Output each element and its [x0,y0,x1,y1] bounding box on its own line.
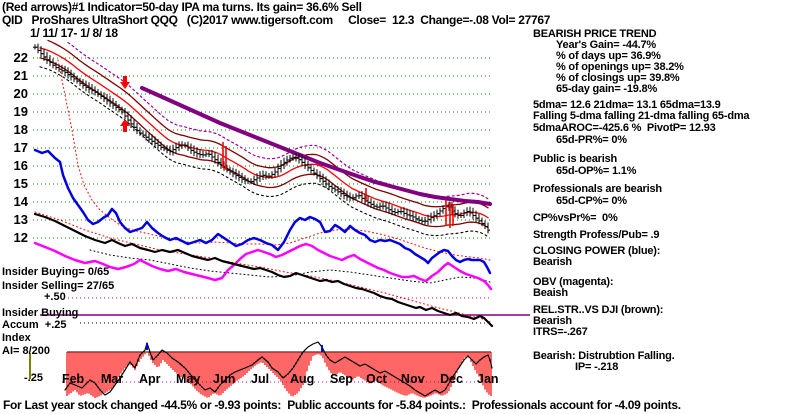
left-label-6: AI= 8/200 [2,345,51,357]
x-axis-month-jan: Jan [477,372,499,386]
right-panel-line-2: % of days up= 36.9% [556,50,661,62]
right-panel-line-13: 65d-CP%= 0% [556,195,627,207]
buy-arrow-icon [120,119,130,132]
x-axis-month-jul: Jul [251,372,270,386]
ticker-title: QID ProShares UltraShort QQQ (C)2017 www… [2,13,551,27]
x-axis-month-oct: Oct [366,372,387,386]
left-label-1: Insider Selling= 27/65 [2,280,115,292]
sell-arrow-icon [120,76,130,89]
left-label-4: Accum +.25 [2,319,67,331]
right-panel-line-0: BEARISH PRICE TREND [533,28,657,40]
y-axis-label-15: 15 [13,176,28,191]
lower-band [39,57,489,229]
x-axis-month-jun: Jun [213,372,236,386]
rel-str-line [33,212,494,328]
x-axis-month-dec: Dec [440,372,463,386]
date-range: 1/ 11/ 17- 1/ 8/ 18 [30,26,118,40]
right-panel-line-15: Strength Profess/Pub= .9 [533,229,660,241]
x-axis-month-feb: Feb [62,372,85,386]
x-axis-month-nov: Nov [401,372,425,386]
right-panel-line-3: % of openings up= 38.2% [556,61,684,73]
rel-str-ma-dotted [34,211,491,323]
upper-band [47,39,489,209]
right-panel-line-14: CP%vsPr%= 0% [533,212,618,224]
y-axis-label-12: 12 [13,230,28,245]
left-label-3: Insider Buying [2,307,79,319]
right-panel-line-24: IP= -.218 [575,361,619,373]
right-panel-line-8: 5dmaAROC=-425.6 % PivotP= 12.93 [533,122,716,134]
y-axis-label-19: 19 [13,104,28,119]
hist-overlay-line [64,341,493,397]
right-panel-line-10: Public is bearish [533,153,618,165]
obv-line [33,241,493,291]
y-axis-label-13: 13 [13,212,28,227]
y-axis-label-20: 20 [13,86,28,101]
right-panel-line-21: Bearish [533,315,572,327]
x-axis-month-apr: Apr [139,372,161,386]
signal-title: (Red arrows)#1 Indicator=50-day IPA ma t… [2,0,362,14]
right-panel-line-5: 65-day gain= -19.8% [556,83,658,95]
dma65-line [140,86,492,206]
right-panel-line-9: 65d-PR%= 0% [556,134,627,146]
y-axis-label-18: 18 [13,122,28,137]
right-panel-line-7: Falling 5-dma falling 21-dma falling 65-… [533,110,750,122]
x-axis-month-may: May [176,372,201,386]
right-panel-line-4: % of closings up= 39.8% [556,72,680,84]
right-panel-line-20: REL.STR..VS DJI (brown): [533,304,664,316]
right-panel-line-6: 5dma= 12.6 21dma= 13.1 65dma=13.9 [533,99,721,111]
x-axis-month-sep: Sep [330,372,353,386]
y-axis-label-16: 16 [13,158,28,173]
y-axis-label-14: 14 [13,194,28,209]
lower-band-dotted [39,66,489,238]
left-label-2: +.50 [44,291,66,303]
right-panel-line-11: 65d-OP%= 1.1% [556,165,637,177]
right-panel-line-22: ITRS=-.267 [533,326,588,338]
y-axis-label-21: 21 [13,68,28,83]
left-label-0: Insider Buying= 0/65 [2,266,110,278]
x-axis-month-aug: Aug [290,372,315,386]
footer-summary: For Last year stock changed -44.5% or -9… [3,398,681,412]
closing-power-line [33,148,492,275]
right-panel-line-23: Bearish: Distrubtion Falling. [533,350,675,362]
right-panel-line-16: CLOSING POWER (blue): [533,245,661,257]
right-panel-line-12: Professionals are bearish [533,183,662,195]
closing-power-ma-dotted [57,59,491,261]
y-axis-label-17: 17 [13,140,28,155]
y-axis-label-22: 22 [13,50,28,65]
left-label-5: Index [2,332,31,344]
right-panel-line-17: Bearish [533,256,572,268]
right-panel-line-18: OBV (magenta): [533,276,614,288]
x-axis-month-mar: Mar [101,372,124,386]
right-panel-line-19: Beaish [533,287,568,299]
left-label-7: -.25 [24,372,43,384]
right-panel-line-1: Year's Gain= -44.7% [556,39,657,51]
